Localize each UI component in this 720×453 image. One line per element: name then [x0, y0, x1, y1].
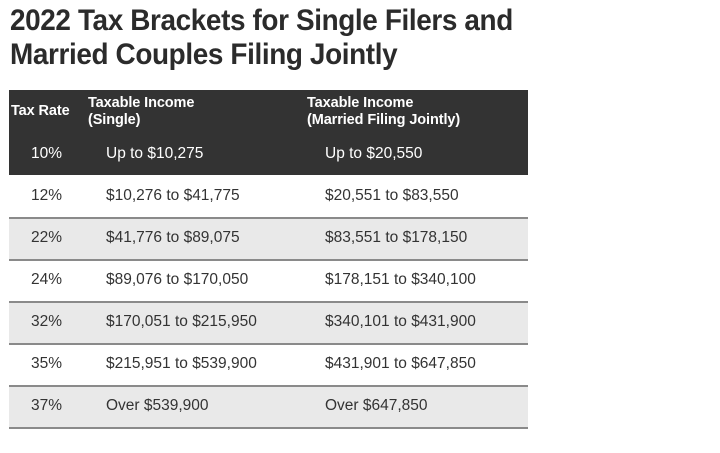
cell-tax-rate: 37% — [31, 397, 63, 414]
cell-taxable-income-single: Up to $10,275 — [106, 145, 204, 162]
cell-taxable-income-joint: Over $647,850 — [325, 397, 428, 414]
cell-tax-rate: 12% — [31, 187, 63, 204]
table-row: 35% $215,951 to $539,900 $431,901 to $64… — [9, 343, 528, 385]
column-header-taxable-income-married-filing-jointly: Taxable Income (Married Filing Jointly) — [307, 95, 461, 128]
table-row: 12% $10,276 to $41,775 $20,551 to $83,55… — [9, 175, 528, 217]
tax-bracket-table: Tax Rate Taxable Income (Single) Taxable… — [9, 90, 528, 429]
cell-taxable-income-single: Over $539,900 — [106, 397, 209, 414]
cell-taxable-income-single: $170,051 to $215,950 — [106, 313, 257, 330]
table-row: 37% Over $539,900 Over $647,850 — [9, 385, 528, 429]
table-header: Tax Rate Taxable Income (Single) Taxable… — [9, 90, 528, 175]
table-row: 24% $89,076 to $170,050 $178,151 to $340… — [9, 259, 528, 301]
column-header-taxable-income-single: Taxable Income (Single) — [88, 95, 195, 128]
cell-tax-rate: 35% — [31, 355, 63, 372]
table-row: 22% $41,776 to $89,075 $83,551 to $178,1… — [9, 217, 528, 259]
cell-taxable-income-joint: $340,101 to $431,900 — [325, 313, 476, 330]
cell-taxable-income-joint: $20,551 to $83,550 — [325, 187, 459, 204]
cell-taxable-income-joint: $83,551 to $178,150 — [325, 229, 468, 246]
cell-tax-rate: 32% — [31, 313, 63, 330]
cell-tax-rate: 24% — [31, 271, 63, 288]
cell-taxable-income-single: $215,951 to $539,900 — [106, 355, 257, 372]
column-header-tax-rate: Tax Rate — [11, 103, 70, 119]
cell-taxable-income-joint: Up to $20,550 — [325, 145, 423, 162]
page-title: 2022 Tax Brackets for Single Filers and … — [10, 4, 513, 71]
cell-taxable-income-joint: $178,151 to $340,100 — [325, 271, 476, 288]
cell-taxable-income-joint: $431,901 to $647,850 — [325, 355, 476, 372]
cell-taxable-income-single: $89,076 to $170,050 — [106, 271, 249, 288]
cell-tax-rate: 10% — [31, 145, 63, 162]
cell-taxable-income-single: $10,276 to $41,775 — [106, 187, 240, 204]
table-row: 10% Up to $10,275 Up to $20,550 — [9, 135, 528, 173]
table-row: 32% $170,051 to $215,950 $340,101 to $43… — [9, 301, 528, 343]
table-header-labels: Tax Rate Taxable Income (Single) Taxable… — [9, 90, 528, 133]
cell-taxable-income-single: $41,776 to $89,075 — [106, 229, 240, 246]
cell-tax-rate: 22% — [31, 229, 63, 246]
